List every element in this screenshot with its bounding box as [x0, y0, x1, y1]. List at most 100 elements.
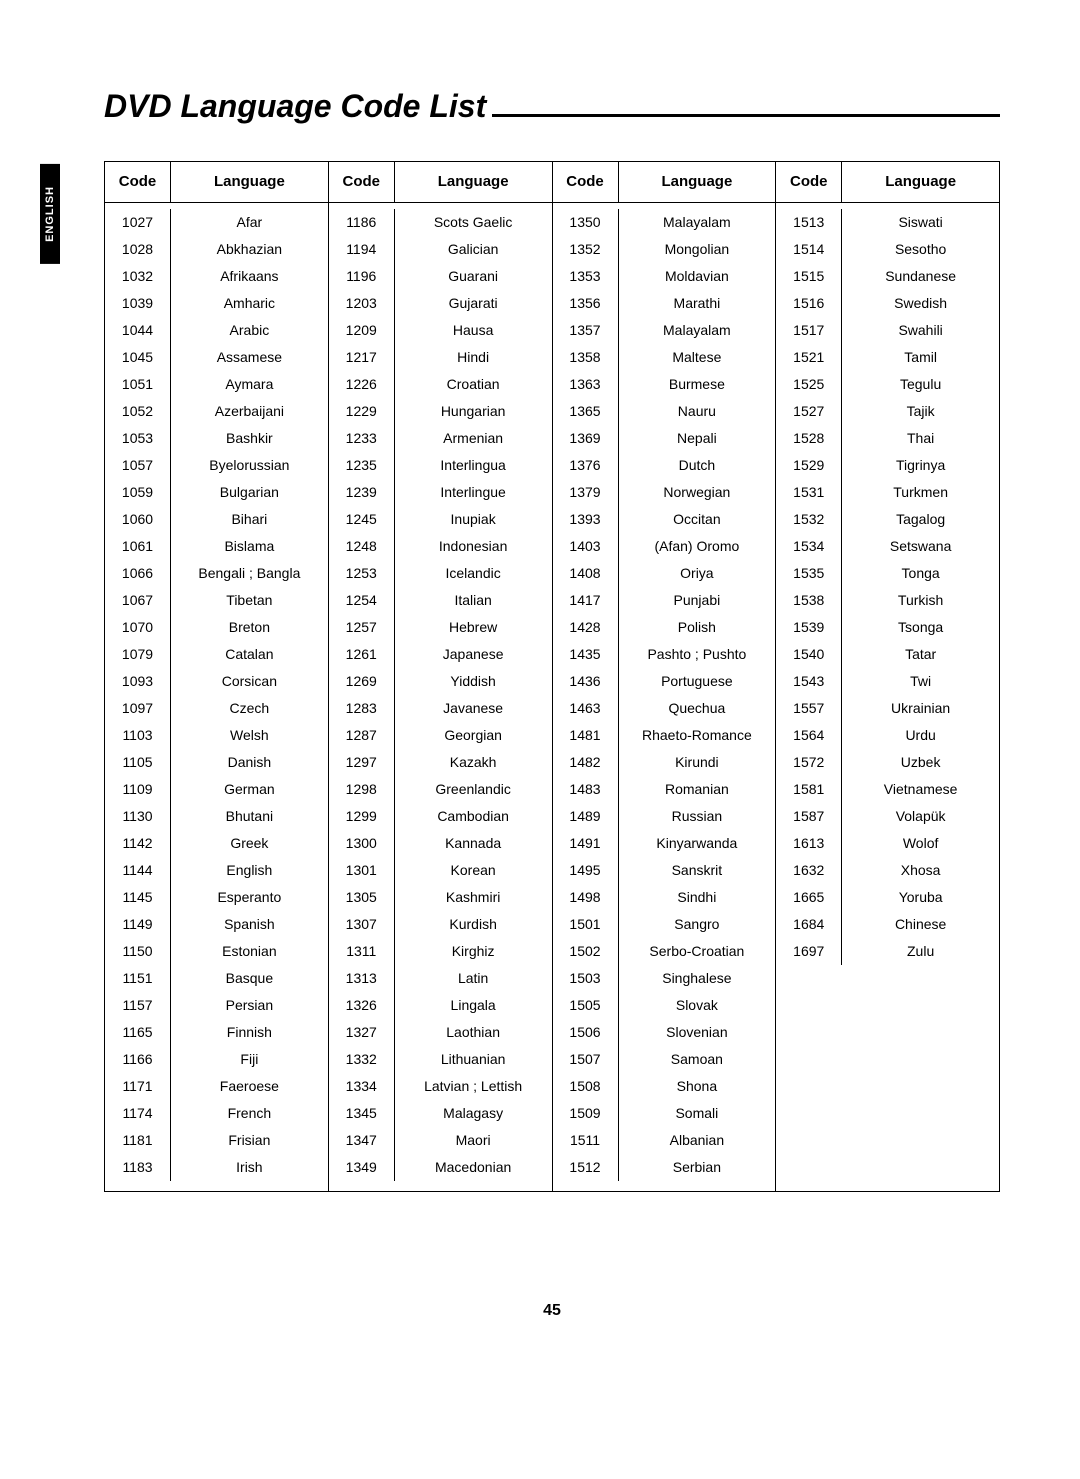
- table-row: 1130Bhutani: [105, 803, 328, 830]
- table-row: 1209Hausa: [329, 317, 552, 344]
- code-cell: 1203: [329, 290, 395, 317]
- code-cell: 1463: [553, 695, 619, 722]
- table-row: 1235Interlingua: [329, 452, 552, 479]
- language-cell: Tibetan: [171, 587, 328, 614]
- language-cell: Laothian: [395, 1019, 552, 1046]
- table-row: 1105Danish: [105, 749, 328, 776]
- language-cell: Tigrinya: [842, 452, 999, 479]
- code-cell: 1311: [329, 938, 395, 965]
- table-row: 1233Armenian: [329, 425, 552, 452]
- page-title: DVD Language Code List: [104, 88, 492, 125]
- language-cell: Turkish: [842, 587, 999, 614]
- language-cell: Arabic: [171, 317, 328, 344]
- code-cell: 1379: [553, 479, 619, 506]
- table-row: 1697Zulu: [776, 938, 999, 965]
- language-cell: Croatian: [395, 371, 552, 398]
- language-cell: Kirghiz: [395, 938, 552, 965]
- code-cell: 1498: [553, 884, 619, 911]
- language-cell: Irish: [171, 1154, 328, 1181]
- language-cell: Esperanto: [171, 884, 328, 911]
- table-row: 1150Estonian: [105, 938, 328, 965]
- table-row: 1326Lingala: [329, 992, 552, 1019]
- language-cell: Volapük: [842, 803, 999, 830]
- code-cell: 1352: [553, 236, 619, 263]
- table-row: 1060Bihari: [105, 506, 328, 533]
- language-cell: Oriya: [619, 560, 776, 587]
- code-cell: 1534: [776, 533, 842, 560]
- language-cell: Fiji: [171, 1046, 328, 1073]
- table-row: 1535Tonga: [776, 560, 999, 587]
- title-rule: [492, 114, 1000, 117]
- code-cell: 1557: [776, 695, 842, 722]
- code-cell: 1039: [105, 290, 171, 317]
- table-row: 1298Greenlandic: [329, 776, 552, 803]
- table-row: 1305Kashmiri: [329, 884, 552, 911]
- language-cell: Aymara: [171, 371, 328, 398]
- language-cell: Bihari: [171, 506, 328, 533]
- language-cell: Swedish: [842, 290, 999, 317]
- language-cell: Tagalog: [842, 506, 999, 533]
- table-row: 1028Abkhazian: [105, 236, 328, 263]
- language-cell: Slovak: [619, 992, 776, 1019]
- table-row: 1507Samoan: [553, 1046, 776, 1073]
- title-row: DVD Language Code List: [104, 88, 1000, 125]
- language-cell: Portuguese: [619, 668, 776, 695]
- language-cell: Kurdish: [395, 911, 552, 938]
- code-cell: 1350: [553, 209, 619, 236]
- code-cell: 1532: [776, 506, 842, 533]
- code-cell: 1581: [776, 776, 842, 803]
- language-cell: Malayalam: [619, 317, 776, 344]
- code-cell: 1587: [776, 803, 842, 830]
- table-row: 1297Kazakh: [329, 749, 552, 776]
- code-cell: 1165: [105, 1019, 171, 1046]
- code-cell: 1301: [329, 857, 395, 884]
- code-cell: 1044: [105, 317, 171, 344]
- table-row: 1572Uzbek: [776, 749, 999, 776]
- table-row: 1349Macedonian: [329, 1154, 552, 1181]
- code-cell: 1501: [553, 911, 619, 938]
- code-cell: 1109: [105, 776, 171, 803]
- language-cell: Turkmen: [842, 479, 999, 506]
- table-row: 1067Tibetan: [105, 587, 328, 614]
- code-cell: 1564: [776, 722, 842, 749]
- language-cell: Dutch: [619, 452, 776, 479]
- code-cell: 1235: [329, 452, 395, 479]
- language-cell: Kirundi: [619, 749, 776, 776]
- language-cell: Faeroese: [171, 1073, 328, 1100]
- table-row: 1109German: [105, 776, 328, 803]
- table-row: 1684Chinese: [776, 911, 999, 938]
- table-row: 1203Gujarati: [329, 290, 552, 317]
- table-row: 1151Basque: [105, 965, 328, 992]
- code-cell: 1632: [776, 857, 842, 884]
- table-row: 1097Czech: [105, 695, 328, 722]
- table-row: 1149Spanish: [105, 911, 328, 938]
- header-language: Language: [842, 162, 999, 202]
- language-cell: Cambodian: [395, 803, 552, 830]
- language-cell: Kannada: [395, 830, 552, 857]
- language-cell: Chinese: [842, 911, 999, 938]
- table-row: 1613Wolof: [776, 830, 999, 857]
- page-content: DVD Language Code List CodeLanguage1027A…: [0, 0, 1080, 1320]
- code-cell: 1528: [776, 425, 842, 452]
- table-row: 1665Yoruba: [776, 884, 999, 911]
- language-cell: Corsican: [171, 668, 328, 695]
- code-cell: 1217: [329, 344, 395, 371]
- code-cell: 1145: [105, 884, 171, 911]
- table-row: 1027Afar: [105, 209, 328, 236]
- code-cell: 1307: [329, 911, 395, 938]
- language-cell: Norwegian: [619, 479, 776, 506]
- language-cell: Slovenian: [619, 1019, 776, 1046]
- table-row: 1269Yiddish: [329, 668, 552, 695]
- table-row: 1239Interlingue: [329, 479, 552, 506]
- page-number: 45: [104, 1302, 1000, 1320]
- table-row: 1166Fiji: [105, 1046, 328, 1073]
- language-cell: Singhalese: [619, 965, 776, 992]
- code-cell: 1436: [553, 668, 619, 695]
- code-cell: 1326: [329, 992, 395, 1019]
- code-cell: 1529: [776, 452, 842, 479]
- table-row: 1529Tigrinya: [776, 452, 999, 479]
- table-row: 1299Cambodian: [329, 803, 552, 830]
- code-cell: 1353: [553, 263, 619, 290]
- language-side-tab: ENGLISH: [40, 164, 60, 264]
- code-cell: 1174: [105, 1100, 171, 1127]
